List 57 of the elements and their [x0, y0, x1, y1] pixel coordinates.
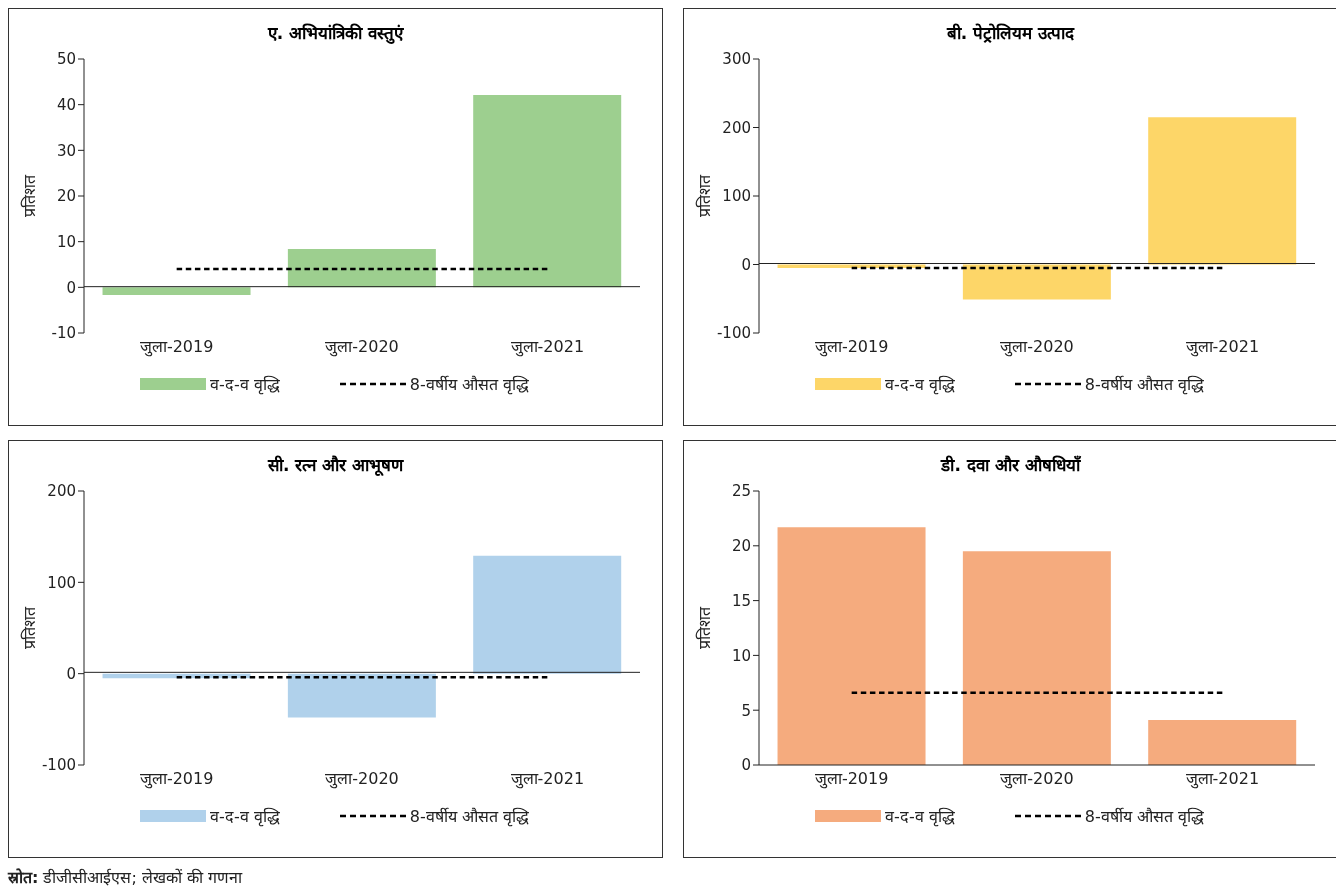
y-axis-title: प्रतिशत: [19, 606, 39, 649]
y-tick-label: 40: [56, 95, 76, 114]
y-tick-label: 15: [731, 591, 751, 610]
x-tick-label: जुला-2020: [325, 337, 399, 358]
x-tick-label: जुला-2021: [1185, 337, 1260, 358]
bar: [777, 527, 926, 765]
y-tick-label: 30: [56, 141, 76, 160]
y-axis-title: प्रतिशत: [694, 606, 714, 649]
x-tick-label: जुला-2019: [139, 337, 214, 358]
x-tick-label: जुला-2020: [325, 769, 399, 790]
x-tick-label: जुला-2019: [814, 769, 889, 790]
bar: [962, 551, 1111, 765]
text: स्रोत: डीजीसीआईएस; लेखकों की गणना: [8, 867, 244, 888]
legend-label: व-द-व वृद्धि: [885, 806, 955, 827]
x-tick-label: जुला-2019: [139, 769, 214, 790]
y-tick-label: 0: [66, 664, 76, 683]
x-tick-label: जुला-2020: [1000, 337, 1074, 358]
y-tick-label: -100: [716, 324, 751, 343]
y-tick-label: 0: [741, 255, 751, 274]
y-tick-label: 100: [722, 187, 751, 206]
y-tick-label: 200: [47, 482, 76, 501]
chart-title: बी. पेट्रोलियम उत्पाद: [945, 22, 1076, 44]
y-tick-label: 20: [731, 537, 751, 556]
bar: [287, 248, 436, 288]
y-tick-label: 10: [731, 646, 751, 665]
y-axis-title: प्रतिशत: [694, 174, 714, 217]
chart-title: डी. दवा और औषधियाँ: [939, 454, 1082, 476]
y-tick-label: 200: [722, 118, 751, 137]
legend-label: 8-वर्षीय औसत वृद्धि: [409, 374, 529, 395]
y-tick-label: 20: [56, 187, 76, 206]
y-tick-label: 0: [741, 756, 751, 775]
legend-label: व-द-व वृद्धि: [885, 374, 955, 395]
y-tick-label: 5: [741, 701, 751, 720]
x-tick-label: जुला-2020: [1000, 769, 1074, 790]
y-axis-title: प्रतिशत: [19, 174, 39, 217]
legend-label: 8-वर्षीय औसत वृद्धि: [1084, 374, 1204, 395]
y-tick-label: -100: [41, 756, 76, 775]
y-tick-label: 100: [47, 573, 76, 592]
x-tick-label: जुला-2021: [1185, 769, 1260, 790]
y-tick-label: 10: [56, 232, 76, 251]
legend-label: व-द-व वृद्धि: [210, 374, 280, 395]
x-tick-label: जुला-2021: [510, 337, 585, 358]
bar: [473, 95, 622, 288]
x-tick-label: जुला-2021: [510, 769, 585, 790]
legend-label: व-द-व वृद्धि: [210, 806, 280, 827]
chart-title: सी. रत्न और आभूषण: [266, 454, 405, 476]
bar: [1148, 720, 1297, 765]
x-tick-label: जुला-2019: [814, 337, 889, 358]
legend-label: 8-वर्षीय औसत वृद्धि: [409, 806, 529, 827]
legend-label: 8-वर्षीय औसत वृद्धि: [1084, 806, 1204, 827]
bar: [102, 287, 251, 296]
chart-title: ए. अभियांत्रिकी वस्तुएं: [266, 22, 405, 44]
y-tick-label: 0: [66, 278, 76, 297]
y-tick-label: 50: [56, 50, 76, 69]
y-tick-label: -10: [51, 324, 76, 343]
y-tick-label: 300: [722, 50, 751, 69]
y-tick-label: 25: [731, 482, 751, 501]
